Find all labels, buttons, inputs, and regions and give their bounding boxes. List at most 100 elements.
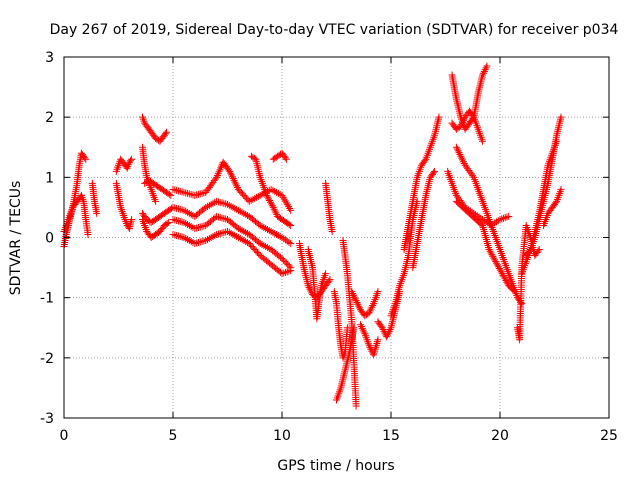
data-point [214, 213, 222, 221]
data-point [372, 341, 380, 349]
x-tick-label: 5 [169, 428, 178, 444]
data-point [267, 227, 275, 235]
data-point [200, 222, 208, 230]
series-band-4 [169, 227, 295, 278]
data-point [238, 236, 246, 244]
data-point [180, 218, 188, 226]
data-point [233, 232, 241, 240]
data-point [213, 212, 221, 220]
data-point [459, 158, 467, 166]
data-point [231, 204, 239, 212]
series-peak-1 [448, 62, 491, 133]
data-point [242, 238, 250, 246]
data-point [187, 238, 195, 246]
series-fall-3 [452, 197, 519, 296]
data-point [273, 230, 281, 238]
data-point [356, 321, 364, 329]
data-point [384, 329, 392, 337]
y-tick-label: 0 [45, 231, 54, 247]
data-point [194, 190, 202, 198]
data-point [355, 302, 363, 310]
data-point [209, 232, 217, 240]
data-point [205, 201, 213, 209]
data-point [176, 232, 184, 240]
plot-frame [63, 56, 610, 419]
data-point [198, 189, 206, 197]
data-point [304, 282, 312, 290]
data-point [204, 202, 212, 210]
data-point [184, 189, 192, 197]
x-tick-label: 0 [60, 428, 69, 444]
data-point [167, 191, 175, 199]
data-point [263, 225, 271, 233]
data-point [457, 122, 465, 130]
series-dip-6 [339, 237, 360, 410]
data-point [227, 169, 235, 177]
data-point [358, 324, 366, 332]
data-point [271, 187, 279, 195]
data-point [287, 267, 295, 275]
y-tick-label: -1 [40, 291, 54, 307]
series-band-2 [169, 197, 295, 248]
series-arc-f [138, 113, 170, 145]
data-point [196, 223, 204, 231]
data-point [254, 192, 262, 200]
data-point [458, 120, 466, 128]
data-point [245, 197, 253, 205]
data-point [287, 206, 295, 214]
data-point [216, 198, 224, 206]
data-point [271, 229, 279, 237]
data-point [269, 186, 277, 194]
data-point [457, 152, 465, 160]
data-point [281, 258, 289, 266]
data-point [249, 195, 257, 203]
data-point [459, 117, 467, 125]
data-point [282, 259, 290, 267]
data-point [481, 66, 489, 74]
data-point [368, 303, 376, 311]
data-point [209, 199, 217, 207]
data-point [383, 333, 391, 341]
data-point [81, 154, 89, 162]
data-point [176, 205, 184, 213]
data-point [187, 222, 195, 230]
data-point [281, 154, 289, 162]
data-point [231, 178, 239, 186]
data-point [279, 256, 287, 264]
data-point [268, 202, 276, 210]
data-point [225, 228, 233, 236]
data-point [494, 217, 502, 225]
data-point [180, 188, 188, 196]
data-point [322, 270, 330, 278]
data-point [176, 217, 184, 225]
data-point [233, 205, 241, 213]
data-point [171, 231, 179, 239]
data-point [231, 231, 239, 239]
data-point [204, 236, 212, 244]
data-marks [60, 62, 565, 410]
data-point [496, 215, 504, 223]
data-point [365, 309, 373, 317]
data-point [224, 200, 231, 208]
data-point [272, 209, 280, 217]
data-point [384, 331, 392, 339]
data-point [350, 291, 358, 299]
data-point [198, 238, 206, 246]
data-point [430, 169, 438, 177]
data-point [207, 234, 215, 241]
data-point [226, 167, 234, 175]
data-point [187, 190, 195, 198]
y-tick-label: 3 [45, 50, 54, 66]
data-point [238, 226, 246, 234]
data-point [305, 283, 313, 291]
data-point [194, 223, 202, 231]
series-arc-l [269, 149, 290, 163]
data-point [287, 221, 295, 229]
data-point [182, 219, 190, 227]
data-point [242, 210, 250, 218]
data-point [256, 240, 264, 248]
data-point [253, 193, 261, 201]
data-point [216, 229, 224, 237]
data-point [174, 232, 182, 240]
